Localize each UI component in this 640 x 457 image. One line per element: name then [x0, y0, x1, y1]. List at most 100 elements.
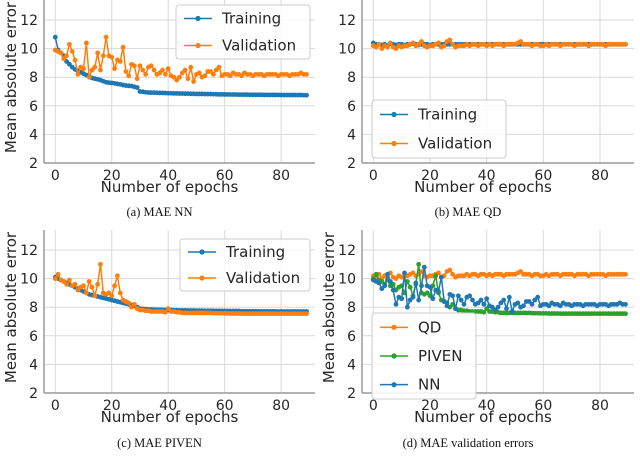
data-point — [188, 64, 194, 70]
data-point — [81, 283, 86, 289]
data-point — [52, 34, 58, 40]
x-tick-label: 20 — [103, 168, 121, 184]
x-tick-label: 40 — [159, 398, 177, 414]
x-tick-label: 0 — [369, 398, 378, 414]
data-point — [450, 293, 456, 299]
y-tick-label: 4 — [347, 127, 356, 143]
data-point — [623, 41, 628, 47]
y-tick-label: 12 — [338, 243, 356, 259]
y-tick-label: 12 — [20, 243, 38, 259]
data-point — [98, 67, 103, 73]
y-tick-label: 2 — [29, 156, 38, 172]
subplot-caption: (c) MAE PIVEN — [117, 436, 202, 450]
y-tick-label: 2 — [29, 386, 38, 402]
data-point — [64, 53, 69, 59]
data-point — [535, 294, 541, 300]
data-point — [140, 67, 146, 73]
data-point — [148, 63, 154, 69]
y-tick-label: 2 — [347, 386, 356, 402]
y-axis-label: Mean absolute error — [2, 1, 20, 153]
data-point — [123, 69, 129, 74]
legend-label: Validation — [222, 37, 296, 55]
data-point — [416, 261, 422, 267]
data-point — [385, 44, 390, 50]
legend-marker — [199, 275, 205, 281]
data-point — [515, 300, 521, 306]
x-tick-label: 80 — [272, 398, 290, 414]
data-point — [103, 34, 109, 40]
data-point — [75, 71, 81, 77]
data-point — [419, 283, 424, 289]
data-point — [407, 284, 413, 290]
data-point — [438, 274, 444, 280]
legend: Training Validation — [371, 99, 507, 159]
data-point — [216, 64, 222, 70]
data-point — [95, 50, 101, 56]
y-axis-label: Mean absolute error — [320, 231, 338, 383]
data-point — [112, 283, 117, 289]
data-point — [143, 71, 149, 77]
subplot-c: 0 20 40 60 80 2 4 6 8 10 12 Number of epochs Mean ab… — [2, 230, 315, 450]
x-tick-label: 40 — [159, 168, 177, 184]
data-point — [117, 59, 123, 64]
data-point — [385, 271, 390, 277]
data-point — [160, 67, 165, 73]
legend-label: Validation — [226, 269, 300, 287]
data-point — [126, 73, 132, 79]
x-tick-label: 60 — [534, 398, 552, 414]
data-point — [134, 85, 140, 90]
data-point — [447, 267, 453, 273]
data-point — [52, 276, 58, 282]
data-point — [382, 283, 388, 289]
series-validation — [52, 34, 309, 85]
data-point — [114, 273, 120, 279]
x-tick-label: 20 — [421, 168, 439, 184]
x-axis-label: Number of epochs — [101, 178, 239, 196]
data-point — [521, 303, 526, 309]
data-point — [390, 287, 396, 293]
data-point — [304, 311, 309, 317]
y-tick-label: 8 — [347, 300, 356, 316]
y-tick-label: 8 — [29, 70, 38, 86]
x-tick-label: 40 — [478, 398, 496, 414]
data-point — [202, 73, 208, 79]
y-tick-label: 4 — [347, 357, 356, 373]
y-tick-label: 8 — [29, 300, 38, 316]
data-point — [182, 67, 188, 73]
x-axis-label: Number of epochs — [101, 408, 239, 426]
data-point — [495, 304, 501, 310]
data-point — [92, 293, 98, 299]
data-point — [481, 301, 487, 307]
x-tick-label: 60 — [216, 168, 234, 184]
data-point — [55, 271, 61, 277]
data-point — [623, 271, 628, 277]
data-point — [441, 299, 447, 304]
data-point — [387, 40, 393, 46]
legend-marker — [195, 15, 201, 22]
subplot-d: 0 20 40 60 80 2 4 6 8 10 12 Number of epochs Mean ab… — [320, 230, 634, 450]
data-point — [529, 301, 535, 307]
data-point — [131, 63, 137, 69]
data-point — [72, 57, 78, 63]
y-tick-label: 10 — [20, 272, 38, 288]
data-point — [131, 301, 137, 307]
data-point — [86, 279, 92, 284]
legend-marker — [391, 111, 397, 118]
subplot-caption: (b) MAE QD — [435, 205, 502, 219]
data-point — [430, 296, 436, 302]
y-tick-label: 6 — [29, 329, 38, 345]
legend-label: PIVEN — [418, 347, 462, 365]
data-point — [484, 296, 490, 302]
series-validation — [370, 37, 628, 52]
x-axis-label: Number of epochs — [414, 408, 552, 426]
data-point — [98, 261, 103, 267]
x-tick-label: 60 — [534, 168, 552, 184]
subplot-caption: (a) MAE NN — [127, 205, 193, 219]
data-point — [436, 289, 441, 294]
data-point — [83, 290, 89, 296]
data-point — [623, 301, 628, 307]
x-tick-label: 80 — [591, 398, 609, 414]
data-point — [165, 66, 171, 72]
data-point — [504, 306, 509, 312]
